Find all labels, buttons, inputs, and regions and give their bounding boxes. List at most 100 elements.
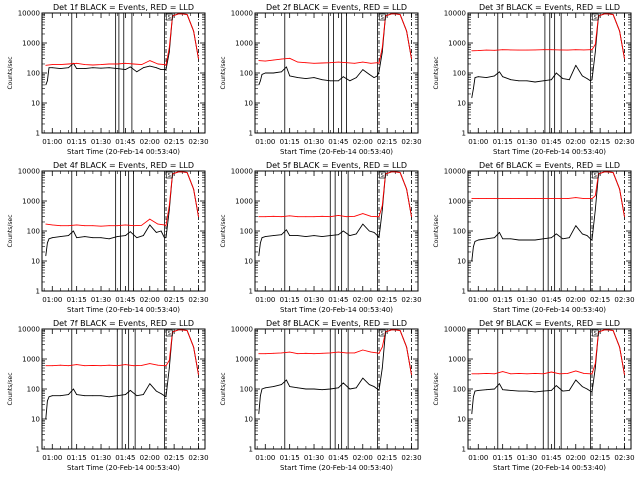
plot-frame (467, 12, 632, 134)
data-point-events (373, 232, 375, 233)
data-point-events (264, 387, 266, 389)
data-point-events (116, 236, 118, 238)
data-point-lld (45, 223, 47, 225)
data-point-events (338, 387, 339, 389)
data-point-events (329, 388, 331, 390)
detector-panel-2: Det 2f BLACK = Events, RED = LLD Counts/s… (220, 3, 422, 156)
x-tick-label: 01:00 (468, 454, 488, 462)
data-point-lld (619, 188, 620, 190)
x-tick-label: 02:15 (164, 296, 184, 304)
data-point-events (586, 78, 588, 79)
x-tick-label: 01:00 (42, 296, 62, 304)
y-tick-label: 1000 (22, 40, 40, 48)
saa-marker-label: S (168, 173, 171, 179)
data-point-events (125, 69, 126, 70)
data-point-events (575, 379, 577, 381)
data-point-lld (289, 351, 291, 353)
data-point-lld (125, 62, 126, 64)
series-line-lld (45, 13, 199, 66)
data-point-events (116, 68, 118, 69)
data-point-lld (264, 60, 266, 62)
data-point-lld (45, 365, 47, 367)
y-axis-label: Counts/sec (7, 214, 14, 247)
series-line-events (45, 13, 199, 86)
data-point-events (305, 388, 307, 390)
x-axis-label: Start Time (20-Feb-14 00:53:40) (493, 306, 606, 314)
data-point-events (51, 67, 53, 69)
data-point-events (264, 72, 266, 74)
data-point-events (60, 395, 61, 397)
data-point-lld (518, 198, 520, 200)
data-point-lld (157, 63, 159, 65)
x-tick-label: 02:30 (614, 454, 634, 462)
data-point-lld (575, 49, 577, 51)
data-point-events (321, 79, 323, 81)
data-point-lld (258, 60, 260, 61)
y-tick-label: 10000 (231, 326, 253, 334)
y-tick-label: 100 (453, 70, 466, 78)
data-point-events (486, 77, 487, 78)
data-point-lld (60, 225, 61, 227)
x-tick-label: 01:30 (304, 454, 324, 462)
data-point-lld (157, 364, 159, 366)
data-point-events (518, 80, 520, 82)
data-point-events (100, 67, 102, 69)
data-point-events (542, 80, 544, 82)
data-point-lld (591, 198, 593, 200)
data-point-lld (321, 352, 323, 354)
y-tick-label: 1 (36, 446, 40, 454)
data-point-lld (406, 346, 407, 348)
y-axis-label: Counts/sec (220, 56, 227, 89)
data-point-events (68, 67, 69, 69)
data-point-lld (141, 365, 143, 366)
data-point-lld (559, 198, 560, 200)
y-axis-label: Counts/sec (433, 372, 440, 405)
y-tick-label: 1000 (235, 40, 253, 48)
data-point-events (129, 231, 131, 233)
plot-frame (254, 170, 419, 292)
x-axis-label: Start Time (20-Feb-14 00:53:40) (280, 148, 393, 156)
data-point-events (260, 395, 261, 397)
y-tick-label: 10 (457, 416, 466, 424)
data-point-lld (297, 61, 299, 63)
x-tick-label: 01:30 (517, 138, 537, 146)
data-point-events (305, 236, 307, 238)
data-point-events (362, 69, 364, 70)
panel-title: Det 4f BLACK = Events, RED = LLD (53, 161, 194, 170)
data-point-events (510, 79, 512, 81)
data-point-lld (583, 373, 585, 374)
y-tick-label: 10000 (444, 10, 466, 18)
data-point-events (594, 209, 596, 211)
plot-frame (41, 12, 206, 134)
data-point-events (136, 71, 138, 73)
data-point-events (168, 51, 170, 53)
y-tick-label: 100 (240, 386, 253, 394)
plot-area (471, 171, 625, 291)
data-point-lld (583, 49, 585, 51)
data-point-lld (313, 216, 315, 218)
y-tick-label: 1 (462, 446, 466, 454)
y-tick-label: 10 (457, 258, 466, 266)
plot-area (258, 171, 412, 291)
data-point-lld (100, 365, 102, 367)
data-point-lld (149, 60, 151, 61)
data-point-events (342, 230, 344, 232)
data-point-lld (575, 370, 577, 372)
saa-marker-box (165, 171, 173, 179)
data-point-lld (381, 346, 383, 348)
data-point-lld (494, 373, 495, 375)
data-point-lld (346, 216, 347, 218)
data-point-events (51, 395, 53, 397)
data-point-events (155, 390, 157, 392)
x-tick-label: 01:15 (280, 296, 300, 304)
data-point-lld (486, 198, 487, 200)
x-tick-label: 01:45 (328, 296, 348, 304)
x-tick-label: 01:30 (304, 138, 324, 146)
data-point-events (108, 396, 110, 398)
y-tick-label: 10000 (444, 168, 466, 176)
detector-panel-3: Det 3f BLACK = Events, RED = LLD Counts/s… (433, 3, 635, 156)
y-tick-label: 1 (36, 130, 40, 138)
data-point-lld (354, 62, 355, 64)
detector-panel-4: Det 4f BLACK = Events, RED = LLD Counts/s… (7, 161, 209, 314)
y-tick-label: 100 (453, 228, 466, 236)
